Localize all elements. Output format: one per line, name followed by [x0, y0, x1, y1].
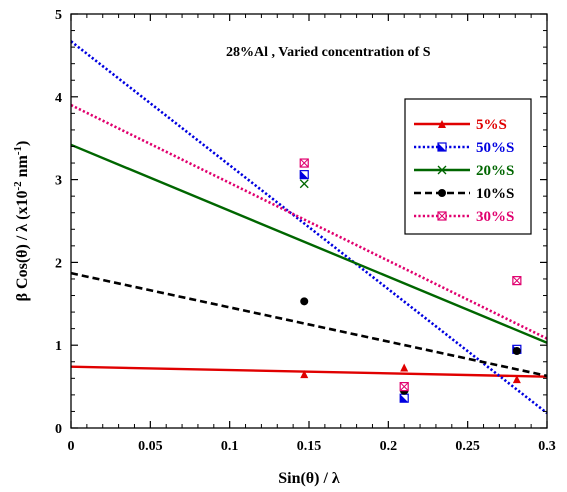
- point-50pct-s-1: [399, 393, 409, 403]
- x-tick-label-2: 0.1: [221, 439, 239, 454]
- legend-label-10pct-s: 10%S: [476, 186, 514, 202]
- legend-box: [404, 98, 532, 235]
- fit-lines: [70, 40, 548, 415]
- point-30pct-s-0: [299, 158, 309, 168]
- x-axis-title: Sin(θ) / λ: [278, 470, 340, 487]
- point-5pct-s-0: [300, 370, 309, 379]
- y-axis-title-unit: nm: [14, 154, 31, 181]
- y-axis-title-exp: -2: [12, 181, 24, 191]
- point-5pct-s-2: [512, 375, 521, 384]
- legend-label-50pct-s: 50%S: [476, 140, 514, 156]
- fit-line-30pct-s: [70, 103, 548, 340]
- chart-annotation: 28%Al , Varied concentration of S: [226, 45, 431, 60]
- fit-line-50pct-s: [70, 40, 548, 415]
- point-5pct-s-1: [400, 363, 409, 372]
- data-points: [299, 158, 522, 403]
- axis-ticks: 0 0.05 0.1 0.15 0.2 0.25 0.3 0 1 2 3 4 5: [55, 8, 556, 454]
- legend-marker-30pct-s: [437, 211, 447, 221]
- legend-label-30pct-s: 30%S: [476, 209, 514, 225]
- y-tick-label-3: 3: [55, 174, 62, 189]
- y-tick-label-0: 0: [55, 422, 62, 437]
- x-tick-label-5: 0.25: [455, 439, 480, 454]
- legend: 5%S 50%S 20%S 10%S 30%S: [404, 98, 532, 235]
- y-tick-label-1: 1: [55, 339, 62, 354]
- y-axis-title-main: β Cos(θ) / λ (x10: [14, 191, 31, 302]
- fit-line-20pct-s: [70, 143, 548, 344]
- y-axis-title-unit-exp: -1: [12, 146, 24, 155]
- legend-marker-20pct-s: [437, 165, 447, 175]
- point-50pct-s-0: [299, 170, 309, 180]
- legend-marker-10pct-s: [438, 189, 446, 197]
- x-tick-label-3: 0.15: [297, 439, 322, 454]
- legend-marker-50pct-s: [437, 142, 447, 152]
- y-tick-label-2: 2: [55, 256, 62, 271]
- point-30pct-s-2: [512, 276, 522, 286]
- legend-label-5pct-s: 5%S: [476, 117, 507, 133]
- legend-label-20pct-s: 20%S: [476, 163, 514, 179]
- point-20pct-s-0: [299, 179, 309, 189]
- x-tick-label-0: 0: [68, 439, 75, 454]
- fit-line-5pct-s: [70, 365, 548, 378]
- legend-marker-5pct-s: [438, 120, 446, 128]
- y-axis-title: β Cos(θ) / λ (x10-2 nm-1): [12, 141, 31, 302]
- point-10pct-s-0: [300, 297, 309, 306]
- y-tick-label-4: 4: [55, 91, 62, 106]
- point-30pct-s-1: [399, 382, 409, 392]
- point-10pct-s-2: [512, 346, 521, 355]
- y-axis-title-close: ): [14, 141, 31, 146]
- x-tick-label-6: 0.3: [538, 439, 556, 454]
- x-tick-label-1: 0.05: [138, 439, 163, 454]
- fit-line-10pct-s: [70, 271, 548, 378]
- y-tick-label-5: 5: [55, 8, 62, 23]
- x-tick-label-4: 0.2: [380, 439, 398, 454]
